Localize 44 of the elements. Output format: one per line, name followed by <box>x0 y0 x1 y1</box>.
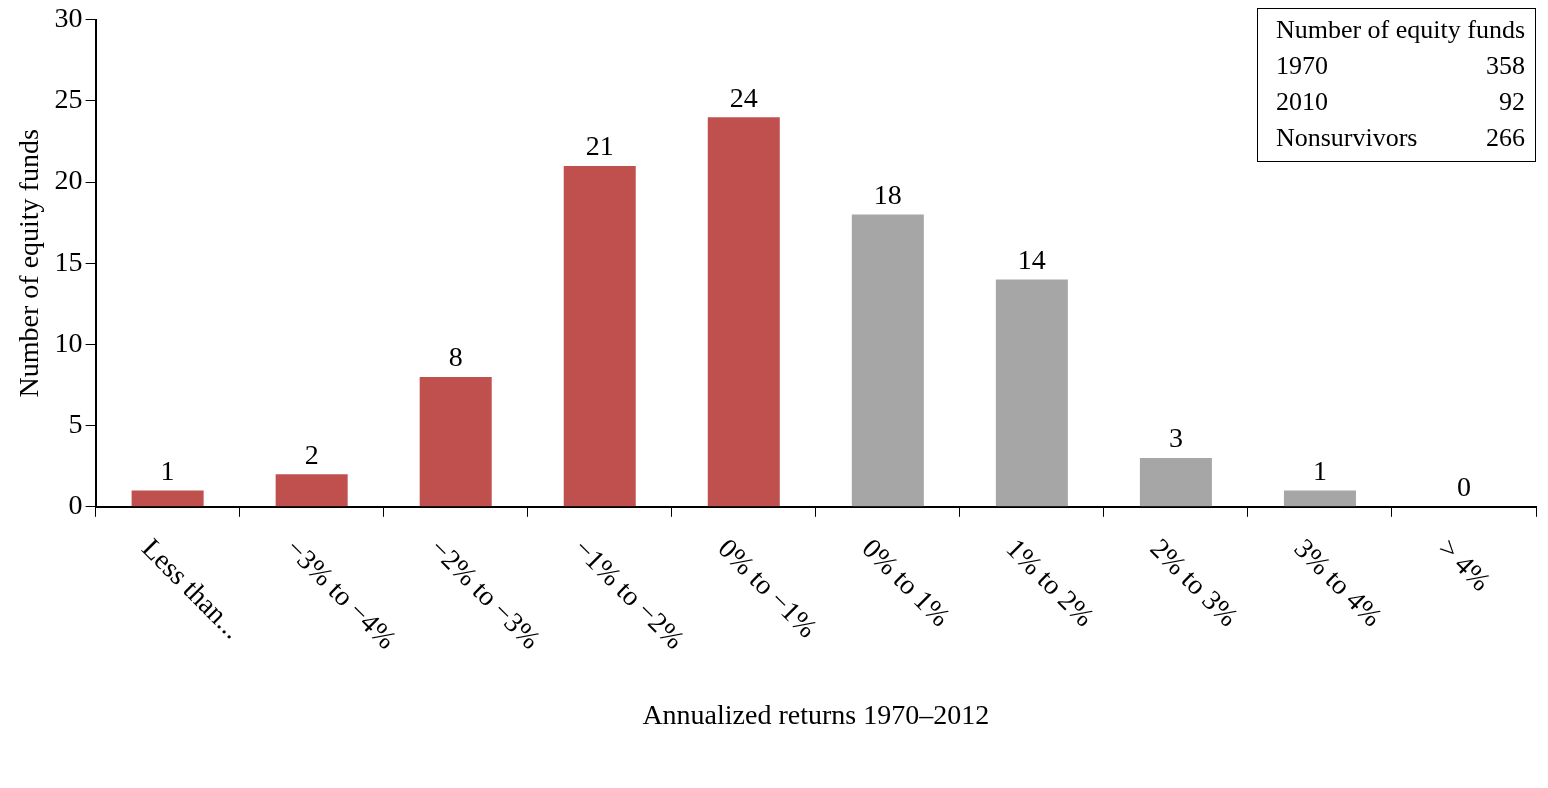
y-tick-label: 20 <box>54 164 83 196</box>
y-tick-label: 25 <box>54 83 83 115</box>
x-tick-label: 3% to 4% <box>1288 532 1389 633</box>
y-tick-label: 10 <box>54 326 83 358</box>
annotation: 2010 <box>1275 87 1329 117</box>
bar <box>1139 458 1212 507</box>
x-tick-label: 0% to −1% <box>712 532 824 644</box>
bar <box>131 490 204 507</box>
data-label: 18 <box>873 178 902 210</box>
data-label: 3 <box>1168 422 1183 454</box>
x-tick-label: 0% to 1% <box>856 532 957 633</box>
bar <box>1283 490 1356 507</box>
data-label: 14 <box>1017 243 1046 275</box>
x-tick-label: −1% to −2% <box>568 532 691 655</box>
bar <box>707 117 780 507</box>
y-tick-label: 0 <box>68 489 83 521</box>
data-label: 24 <box>729 81 758 113</box>
bar <box>995 279 1068 507</box>
data-label: 1 <box>160 454 175 486</box>
bar <box>275 474 348 507</box>
x-tick-label: > 4% <box>1432 532 1497 597</box>
y-tick-label: 5 <box>68 407 83 439</box>
bar <box>851 214 924 507</box>
data-label: 21 <box>585 130 614 162</box>
data-label: 2 <box>304 438 319 470</box>
annotation: Number of equity funds <box>1275 15 1525 45</box>
y-tick-label: 30 <box>54 2 83 34</box>
data-label: 0 <box>1456 471 1471 503</box>
x-tick-label: 1% to 2% <box>1000 532 1101 633</box>
y-tick-label: 15 <box>54 245 83 277</box>
bar <box>419 376 492 507</box>
annotation: Nonsurvivors <box>1275 123 1419 153</box>
annotation: 1970 <box>1275 51 1329 81</box>
x-tick-label: −3% to −4% <box>280 532 403 655</box>
x-tick-label: 2% to 3% <box>1144 532 1245 633</box>
data-label: 1 <box>1312 454 1327 486</box>
data-label: 8 <box>448 341 463 373</box>
bar <box>563 165 636 507</box>
annotation: 358 <box>1485 51 1525 81</box>
y-axis-title: Number of equity funds <box>13 129 45 398</box>
annotation: 266 <box>1485 123 1525 153</box>
x-axis-title: Annualized returns 1970–2012 <box>642 699 990 731</box>
x-tick-label: −2% to −3% <box>424 532 547 655</box>
annotation: 92 <box>1498 87 1525 117</box>
